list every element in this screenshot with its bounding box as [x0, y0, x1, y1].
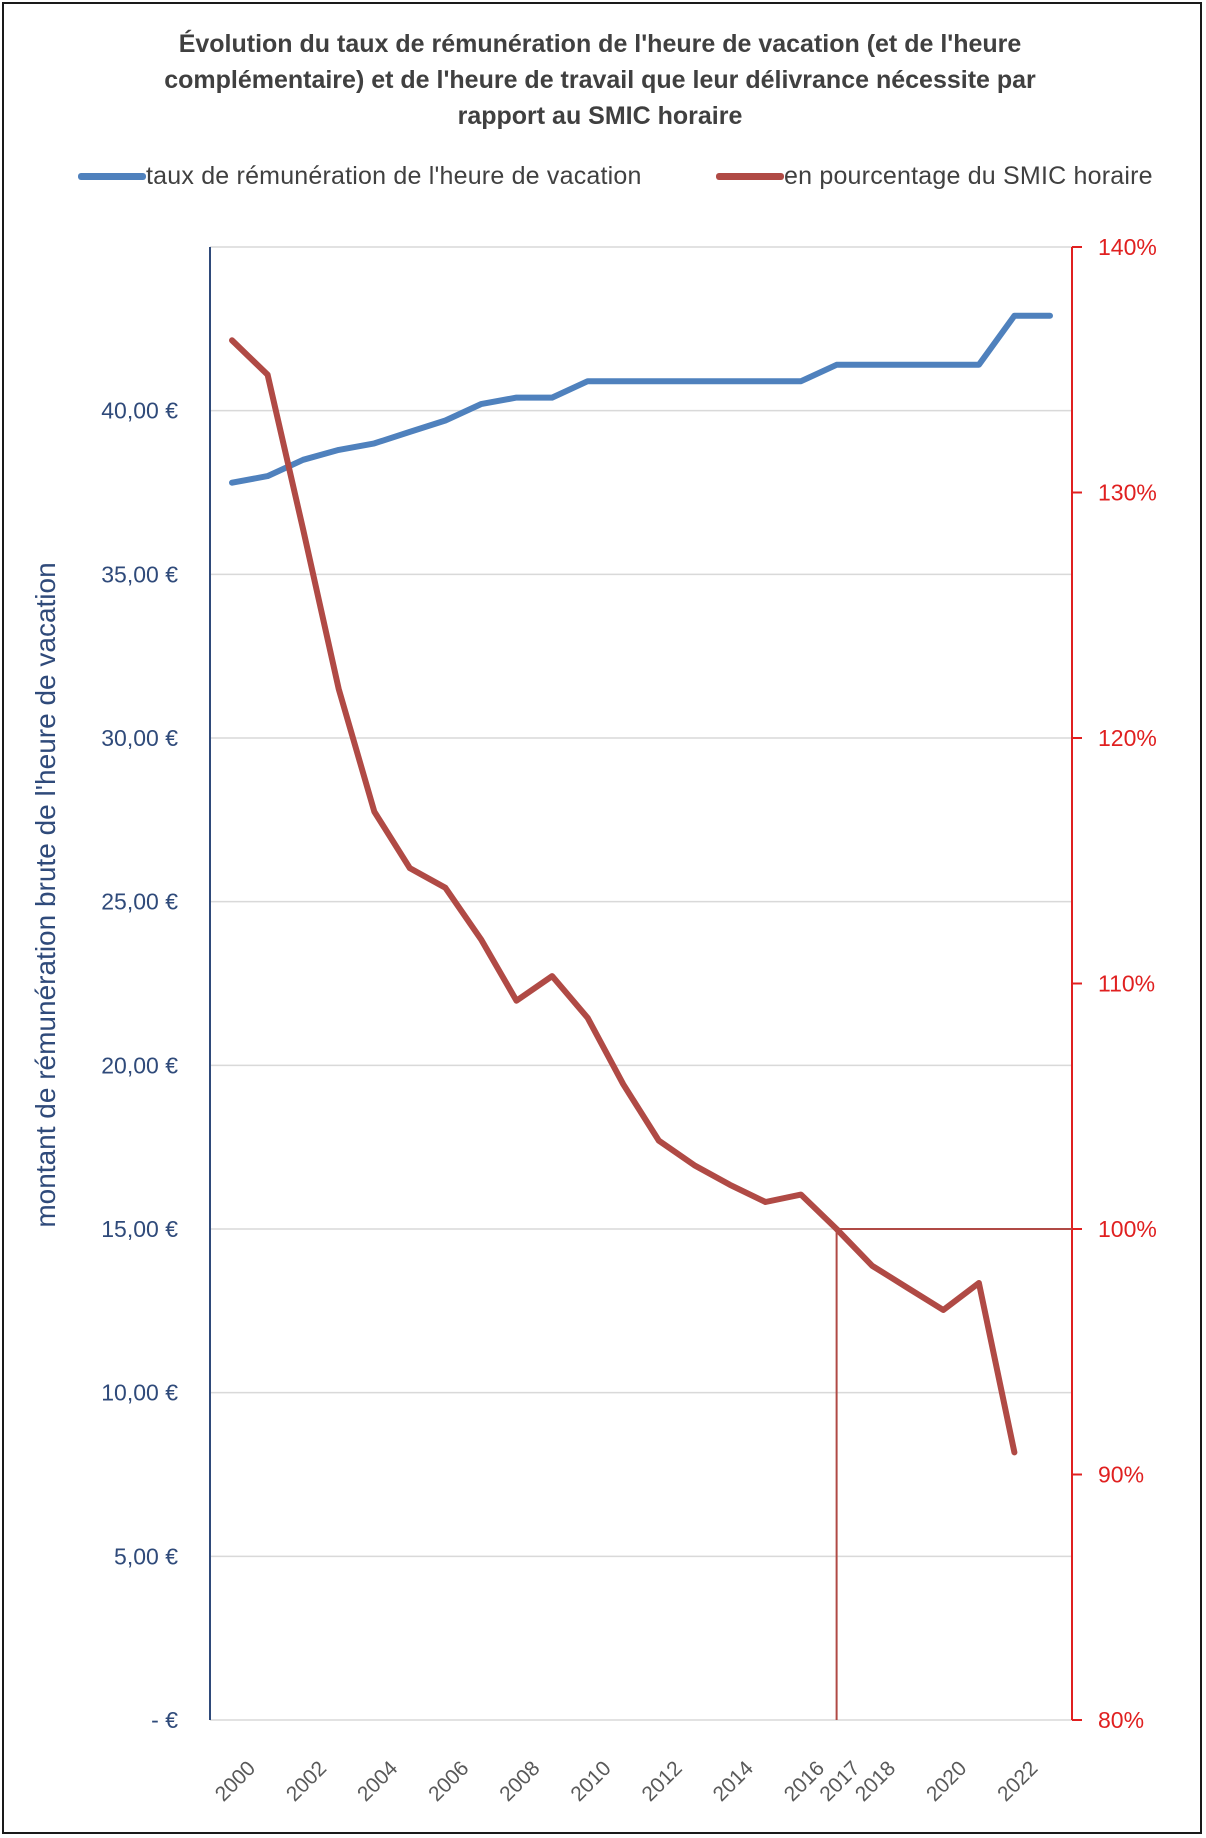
y-right-tick-label-6: 140%: [1098, 234, 1157, 260]
y-right-tick-label-5: 130%: [1098, 480, 1157, 506]
y-left-tick-label-2: 10,00 €: [101, 1380, 178, 1406]
y-right-tick-label-2: 100%: [1098, 1216, 1157, 1242]
x-tick-label-2: 2004: [353, 1757, 403, 1807]
y-left-tick-label-0: - €: [151, 1707, 178, 1733]
y-right-tick-label-4: 120%: [1098, 725, 1157, 751]
legend-item-smic-percentage: en pourcentage du SMIC horaire: [716, 158, 1153, 194]
y-left-tick-label-1: 5,00 €: [114, 1543, 178, 1569]
x-tick-label-10: 2018: [851, 1757, 900, 1806]
chart-title-line-1: Évolution du taux de rémunération de l'h…: [178, 30, 1022, 58]
x-tick-label-9: 2017: [815, 1757, 864, 1806]
y-left-tick-label-6: 30,00 €: [101, 725, 178, 751]
y-right-tick-label-3: 110%: [1098, 971, 1155, 997]
x-tick-label-5: 2010: [566, 1757, 615, 1806]
y-left-tick-label-3: 15,00 €: [101, 1216, 178, 1242]
x-tick-label-1: 2002: [282, 1757, 331, 1806]
x-tick-label-7: 2014: [709, 1757, 759, 1807]
chart-title-line-3: rapport au SMIC horaire: [457, 102, 743, 130]
y-right-tick-label-0: 80%: [1098, 1707, 1144, 1733]
legend-label-smic-percentage: en pourcentage du SMIC horaire: [784, 161, 1153, 190]
x-tick-label-6: 2012: [638, 1757, 687, 1806]
chart-title-line-2: complémentaire) et de l'heure de travail…: [164, 66, 1036, 94]
series-line-0: [229, 312, 1053, 486]
y-left-tick-label-5: 25,00 €: [101, 889, 178, 915]
series-line-1: [229, 337, 1018, 1456]
y-left-tick-label-8: 40,00 €: [101, 398, 178, 424]
y-left-tick-label-7: 35,00 €: [101, 561, 178, 587]
x-tick-label-0: 2000: [211, 1757, 260, 1806]
x-tick-label-12: 2022: [993, 1757, 1042, 1806]
legend-swatch-vacation-rate: [78, 172, 146, 180]
chart-legend: taux de rémunération de l'heure de vacat…: [70, 158, 1190, 194]
legend-label-vacation-rate: taux de rémunération de l'heure de vacat…: [146, 161, 642, 190]
y-left-tick-label-4: 20,00 €: [101, 1052, 178, 1078]
x-tick-label-8: 2016: [780, 1757, 829, 1806]
legend-item-vacation-rate: taux de rémunération de l'heure de vacat…: [78, 158, 642, 194]
x-tick-label-4: 2008: [495, 1757, 544, 1806]
legend-swatch-smic-percentage: [716, 172, 784, 180]
y-right-tick-label-1: 90%: [1098, 1462, 1144, 1488]
chart-title: Évolution du taux de rémunération de l'h…: [120, 26, 1080, 134]
x-tick-label-3: 2006: [424, 1757, 473, 1806]
x-tick-label-11: 2020: [922, 1757, 971, 1806]
